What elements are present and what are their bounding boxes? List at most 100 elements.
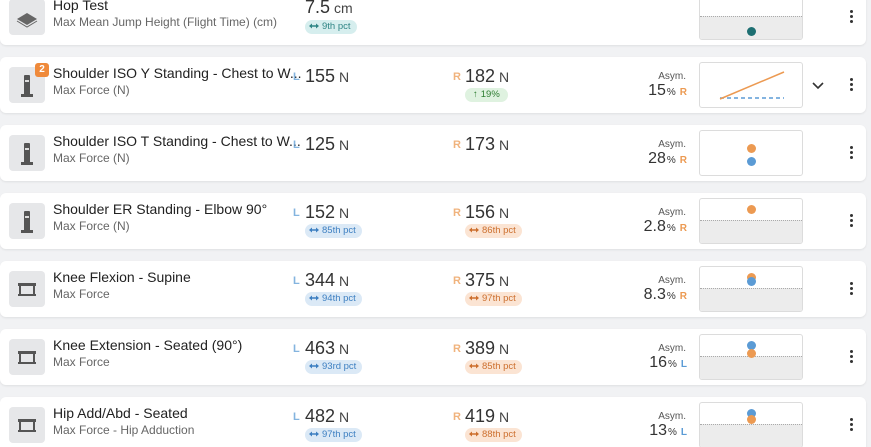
percentile-text: 86th pct xyxy=(482,225,516,236)
more-menu[interactable] xyxy=(846,214,856,230)
asym-number: 16 xyxy=(649,354,667,371)
value: 389 N xyxy=(465,338,509,359)
more-menu[interactable] xyxy=(846,418,856,434)
asym-number: 13 xyxy=(649,422,667,439)
asym-label: Asym. xyxy=(658,139,686,150)
value-number: 173 xyxy=(465,134,496,154)
expand-chevron[interactable] xyxy=(811,78,825,96)
mini-chart xyxy=(699,130,803,176)
normative-band xyxy=(700,288,802,311)
value: 482 N xyxy=(305,406,349,427)
value: 156 N xyxy=(465,202,509,223)
test-metric: Max Force (N) xyxy=(53,151,130,165)
value-number: 463 xyxy=(305,338,336,358)
side-label: R xyxy=(453,139,461,151)
test-metric: Max Force (N) xyxy=(53,219,130,233)
mini-dot xyxy=(747,414,756,424)
asym-side: R xyxy=(679,155,687,166)
test-icon xyxy=(9,339,45,375)
side-label: L xyxy=(293,275,300,287)
value: 375 N xyxy=(465,270,509,291)
percentile-pill: 94th pct xyxy=(305,292,362,306)
mini-chart xyxy=(699,0,803,40)
side-label: L xyxy=(293,207,300,219)
value-number: 152 xyxy=(305,202,336,222)
mini-dot xyxy=(747,348,756,358)
value: 173 N xyxy=(465,134,509,155)
test-title: Hop Test xyxy=(53,0,108,13)
value-number: 419 xyxy=(465,406,496,426)
mini-dot xyxy=(747,204,756,214)
asym-value: 13% L xyxy=(649,422,687,440)
asym-side: L xyxy=(680,359,687,370)
value-unit: N xyxy=(499,409,510,425)
asym-number: 15 xyxy=(648,82,666,99)
percentile-pill: 85th pct xyxy=(465,360,522,374)
percentile-text: 85th pct xyxy=(322,225,356,236)
mini-dot xyxy=(747,143,756,153)
value-number: 344 xyxy=(305,270,336,290)
percentile-pill: 9th pct xyxy=(305,20,357,34)
asym-value: 15% R xyxy=(648,82,687,100)
more-menu[interactable] xyxy=(846,282,856,298)
percentile-text: 93rd pct xyxy=(322,361,357,372)
more-menu[interactable] xyxy=(846,10,856,26)
mini-chart xyxy=(699,62,803,108)
value-number: 375 xyxy=(465,270,496,290)
more-menu[interactable] xyxy=(846,78,856,94)
test-icon xyxy=(9,407,45,443)
value-unit: N xyxy=(339,137,350,153)
value-unit: N xyxy=(339,341,350,357)
test-metric: Max Force xyxy=(53,355,110,369)
more-menu[interactable] xyxy=(846,350,856,366)
side-label: L xyxy=(293,343,300,355)
side-label: L xyxy=(293,139,300,151)
asym-label: Asym. xyxy=(658,207,686,218)
asym-value: 2.8% R xyxy=(644,218,687,236)
asym-side: R xyxy=(679,223,687,234)
mini-chart xyxy=(699,402,803,447)
mini-chart xyxy=(699,198,803,244)
asym-side: L xyxy=(680,427,687,438)
asym-unit: % xyxy=(666,155,676,166)
value-unit: N xyxy=(499,273,510,289)
test-icon xyxy=(9,0,45,35)
mini-dot xyxy=(747,340,756,350)
side-label: R xyxy=(453,275,461,287)
value-unit: N xyxy=(499,137,510,153)
value: 463 N xyxy=(305,338,349,359)
value-unit: N xyxy=(499,341,510,357)
normative-band xyxy=(700,356,802,379)
value: 125 N xyxy=(305,134,349,155)
asym-value: 16% L xyxy=(649,354,687,372)
asym-label: Asym. xyxy=(658,275,686,286)
value-unit: N xyxy=(499,69,510,85)
test-title: Knee Extension - Seated (90°) xyxy=(53,337,243,353)
test-title: Shoulder ISO Y Standing - Chest to W... xyxy=(53,65,302,81)
asym-side: R xyxy=(679,87,687,98)
asym-unit: % xyxy=(667,427,677,438)
normative-band xyxy=(700,220,802,243)
side-label: R xyxy=(453,411,461,423)
more-menu[interactable] xyxy=(846,146,856,162)
side-label: L xyxy=(293,411,300,423)
asym-unit: % xyxy=(667,359,677,370)
side-label: R xyxy=(453,71,461,83)
asym-unit: % xyxy=(666,87,676,98)
test-title: Hip Add/Abd - Seated xyxy=(53,405,188,421)
badge: 2 xyxy=(35,63,49,77)
test-title: Knee Flexion - Supine xyxy=(53,269,191,285)
mini-chart xyxy=(699,266,803,312)
test-metric: Max Force xyxy=(53,287,110,301)
mini-dot xyxy=(747,276,756,286)
asym-number: 8.3 xyxy=(643,286,666,303)
test-title: Shoulder ER Standing - Elbow 90° xyxy=(53,201,268,217)
asym-number: 28 xyxy=(648,150,666,167)
value-number: 156 xyxy=(465,202,496,222)
value: 7.5 cm xyxy=(305,0,353,18)
value: 419 N xyxy=(465,406,509,427)
asym-number: 2.8 xyxy=(643,218,666,235)
value-number: 482 xyxy=(305,406,336,426)
test-icon xyxy=(9,271,45,307)
